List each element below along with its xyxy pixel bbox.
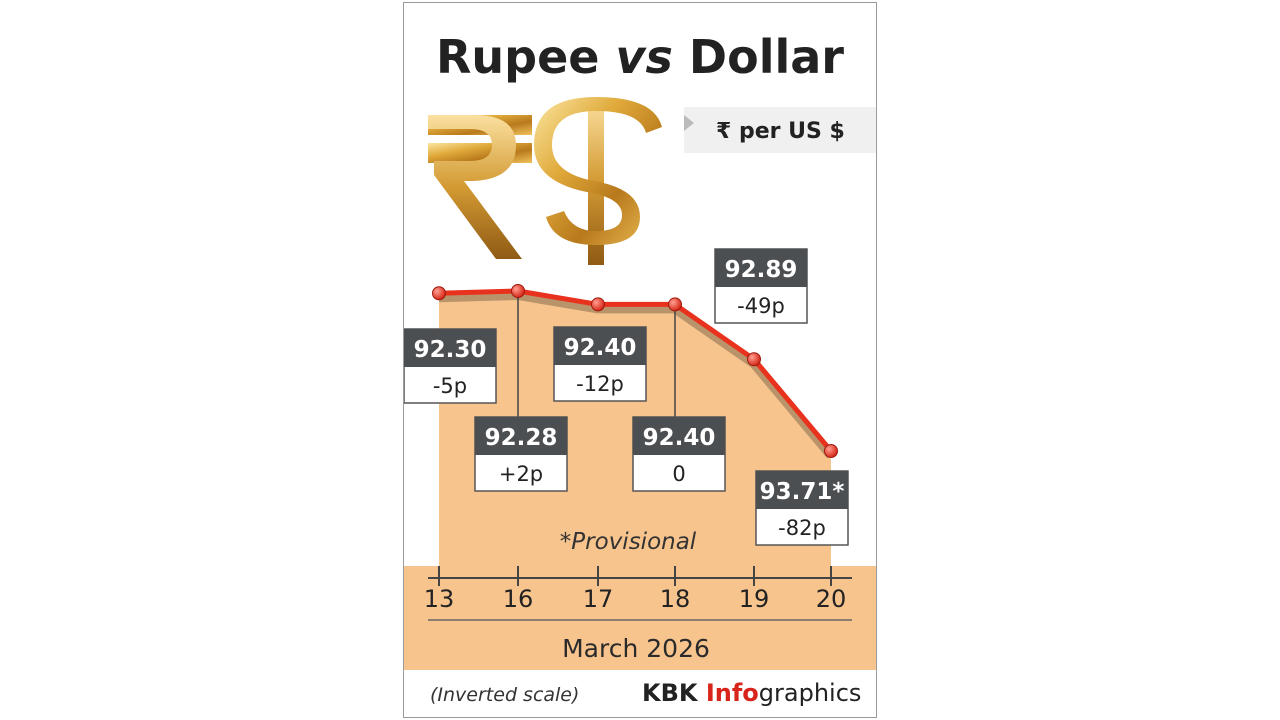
data-point xyxy=(668,297,682,312)
data-point xyxy=(432,286,446,301)
area-shadow-edge xyxy=(438,290,835,459)
change-label: -12p xyxy=(576,372,624,396)
data-point xyxy=(747,352,761,367)
change-label: +2p xyxy=(499,462,543,486)
value-label: 92.40 xyxy=(564,335,637,361)
x-axis-label: March 2026 xyxy=(562,634,710,663)
change-label: -49p xyxy=(737,294,785,318)
x-tick-label: 17 xyxy=(583,585,614,613)
change-label: 0 xyxy=(672,462,685,486)
axis-band xyxy=(404,566,876,670)
infographic-panel: Rupee vs Dollar ₹ per US $ 92.30 -5p 92.28… xyxy=(403,2,877,718)
x-tick-label: 18 xyxy=(660,585,691,613)
unit-label-bg xyxy=(684,107,876,153)
value-label-box: 92.30 -5p xyxy=(404,328,497,404)
value-label: 92.28 xyxy=(485,425,558,451)
chart-title: Rupee vs Dollar xyxy=(436,30,844,84)
x-tick-label: 19 xyxy=(739,585,770,613)
value-label-box: 93.71* -82p xyxy=(755,470,849,546)
value-label-box: 92.28 +2p xyxy=(474,416,568,492)
data-point xyxy=(511,284,525,298)
inverted-scale-note: (Inverted scale) xyxy=(430,684,579,706)
series-line xyxy=(438,288,833,453)
data-point xyxy=(824,444,838,458)
value-label: 93.71* xyxy=(760,479,845,505)
change-label: -82p xyxy=(778,516,826,540)
change-label: -5p xyxy=(433,374,467,398)
data-point xyxy=(591,297,605,312)
value-label-box: 92.89 -49p xyxy=(714,248,808,324)
rupee-dollar-chart: Rupee vs Dollar ₹ per US $ 92.30 -5p 92.28… xyxy=(404,30,876,707)
x-tick-label: 13 xyxy=(424,585,455,613)
provisional-annotation: *Provisional xyxy=(560,529,697,555)
value-label-box: 92.40 -12p xyxy=(553,326,647,402)
x-tick-label: 16 xyxy=(503,585,534,613)
value-label: 92.40 xyxy=(643,425,716,451)
unit-label: ₹ per US $ xyxy=(716,119,845,144)
value-label: 92.30 xyxy=(414,337,487,363)
rupee-symbol-icon xyxy=(428,115,532,259)
brand-credit: KBK Infographics xyxy=(642,679,861,707)
dollar-symbol-icon xyxy=(534,97,662,265)
value-label: 92.89 xyxy=(725,257,798,283)
x-tick-label: 20 xyxy=(816,585,847,613)
value-label-box: 92.40 0 xyxy=(632,416,726,492)
